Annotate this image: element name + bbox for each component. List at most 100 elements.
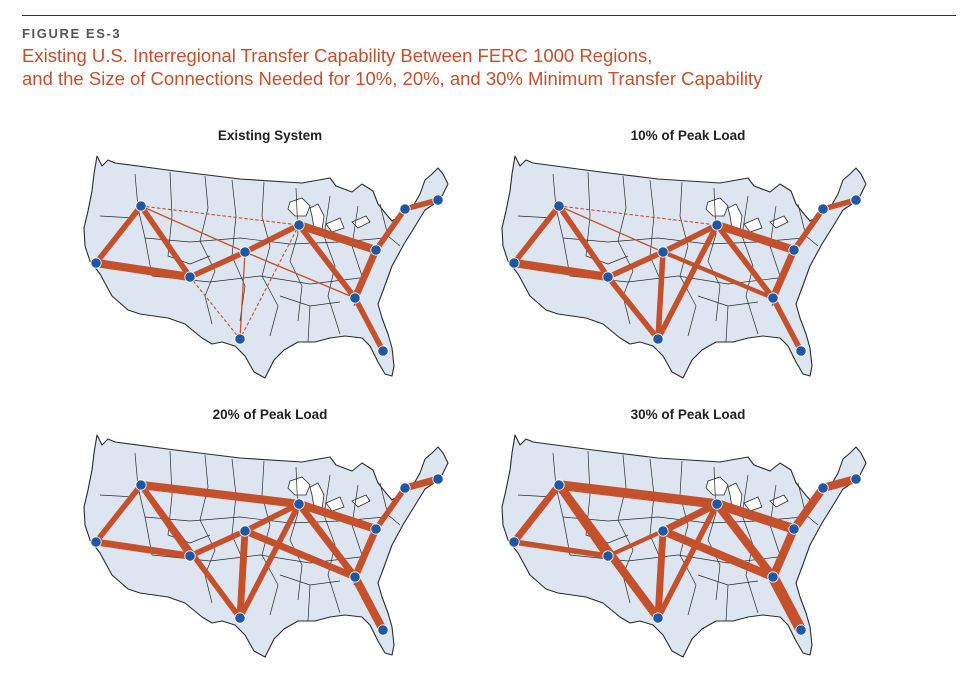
map-panel-10-percent: 10% of Peak Load bbox=[458, 128, 918, 398]
figure-title-line-1: Existing U.S. Interregional Transfer Cap… bbox=[22, 45, 653, 66]
region-boundary bbox=[199, 454, 216, 604]
link-great-plains-to-midwest bbox=[242, 501, 302, 534]
link-california-to-southwest bbox=[91, 258, 195, 282]
map-panel-existing-system: Existing System bbox=[40, 128, 500, 398]
link-midwest-to-texas bbox=[239, 224, 300, 340]
link-midwest-to-southeast bbox=[295, 500, 359, 581]
link-southwest-to-great-plains bbox=[187, 528, 248, 559]
link-great-plains-to-southeast bbox=[660, 249, 776, 301]
link-southwest-to-great-plains bbox=[187, 249, 248, 280]
region-boundary bbox=[617, 454, 634, 604]
node-florida bbox=[795, 624, 807, 636]
node-southwest bbox=[602, 550, 614, 562]
node-midwest bbox=[711, 219, 723, 231]
link-northwest-to-great-plains bbox=[140, 205, 246, 253]
link-great-plains-to-southeast bbox=[658, 526, 778, 582]
region-boundary bbox=[307, 584, 311, 622]
node-mid-atlantic bbox=[788, 523, 800, 535]
link-northwest-to-california bbox=[93, 203, 144, 266]
node-new-england bbox=[432, 473, 444, 485]
region-boundary bbox=[167, 450, 211, 544]
node-midwest bbox=[293, 498, 305, 510]
great-lake bbox=[705, 197, 729, 217]
figure-title: Existing U.S. Interregional Transfer Cap… bbox=[22, 44, 962, 90]
node-southeast bbox=[349, 571, 361, 583]
link-southwest-to-texas bbox=[189, 276, 241, 340]
node-texas bbox=[652, 333, 664, 345]
region-boundary bbox=[134, 173, 153, 277]
node-great-plains bbox=[239, 525, 251, 537]
link-northwest-to-california bbox=[511, 203, 562, 266]
great-lake bbox=[351, 215, 371, 229]
region-boundary bbox=[707, 466, 721, 601]
link-midwest-to-texas bbox=[237, 501, 302, 621]
us-map bbox=[83, 155, 449, 379]
link-mid-atlantic-to-new-york bbox=[373, 206, 408, 253]
us-map bbox=[501, 155, 867, 379]
link-mid-atlantic-to-southeast bbox=[351, 246, 380, 302]
node-southwest bbox=[184, 271, 196, 283]
node-northwest bbox=[553, 479, 565, 491]
great-lake bbox=[287, 197, 311, 217]
region-boundary bbox=[725, 305, 729, 343]
panel-title: Existing System bbox=[217, 128, 323, 143]
region-boundary bbox=[552, 452, 571, 556]
link-southeast-to-florida bbox=[770, 295, 804, 354]
node-northwest bbox=[135, 479, 147, 491]
node-new-york bbox=[817, 203, 829, 215]
link-great-plains-to-texas bbox=[655, 249, 666, 342]
region-boundary bbox=[323, 474, 341, 614]
link-great-plains-to-texas bbox=[239, 251, 246, 340]
node-southeast bbox=[767, 571, 779, 583]
panel-title: 30% of Peak Load bbox=[630, 407, 746, 422]
region-boundary bbox=[585, 450, 629, 544]
node-texas bbox=[652, 612, 664, 624]
link-california-to-southwest bbox=[511, 539, 611, 559]
node-florida bbox=[795, 345, 807, 357]
node-florida bbox=[377, 345, 389, 357]
us-map bbox=[83, 434, 449, 658]
panel-title: 20% of Peak Load bbox=[212, 407, 328, 422]
link-southeast-to-florida bbox=[352, 295, 386, 354]
link-northwest-to-midwest bbox=[136, 480, 304, 509]
region-boundary bbox=[725, 584, 729, 622]
great-lake bbox=[769, 215, 789, 229]
link-great-plains-to-midwest bbox=[660, 222, 720, 255]
figure-label: FIGURE ES-3 bbox=[22, 26, 122, 41]
great-lake bbox=[769, 494, 789, 508]
region-boundary bbox=[167, 171, 211, 265]
link-midwest-to-texas bbox=[655, 222, 720, 342]
node-new-york bbox=[399, 482, 411, 494]
link-northwest-to-southwest bbox=[138, 203, 193, 280]
node-midwest bbox=[711, 498, 723, 510]
node-california bbox=[508, 536, 520, 548]
link-southwest-to-texas bbox=[605, 274, 661, 342]
link-great-plains-to-texas bbox=[654, 527, 667, 622]
map-panel-30-percent: 30% of Peak Load bbox=[458, 407, 918, 677]
node-california bbox=[90, 257, 102, 269]
link-midwest-to-southeast bbox=[296, 222, 358, 301]
node-southwest bbox=[602, 271, 614, 283]
node-california bbox=[90, 536, 102, 548]
link-great-plains-to-midwest bbox=[242, 222, 302, 255]
link-california-to-southwest bbox=[509, 258, 613, 282]
node-new-england bbox=[850, 194, 862, 206]
link-mid-atlantic-to-southeast bbox=[351, 525, 380, 581]
node-new-york bbox=[399, 203, 411, 215]
link-midwest-to-mid-atlantic bbox=[712, 499, 799, 534]
link-northwest-to-california bbox=[93, 482, 144, 545]
region-boundary bbox=[199, 175, 216, 325]
node-mid-atlantic bbox=[370, 244, 382, 256]
great-lake bbox=[743, 217, 763, 233]
great-lake bbox=[325, 496, 345, 512]
link-mid-atlantic-to-southeast bbox=[768, 524, 799, 582]
link-mid-atlantic-to-new-york bbox=[789, 483, 828, 534]
node-great-plains bbox=[239, 246, 251, 258]
link-southwest-to-great-plains bbox=[605, 528, 666, 559]
node-southeast bbox=[349, 292, 361, 304]
node-texas bbox=[234, 333, 246, 345]
link-great-plains-to-texas bbox=[236, 527, 249, 622]
region-boundary bbox=[307, 305, 311, 343]
link-northwest-to-midwest bbox=[140, 205, 300, 226]
region-boundary bbox=[289, 466, 303, 601]
